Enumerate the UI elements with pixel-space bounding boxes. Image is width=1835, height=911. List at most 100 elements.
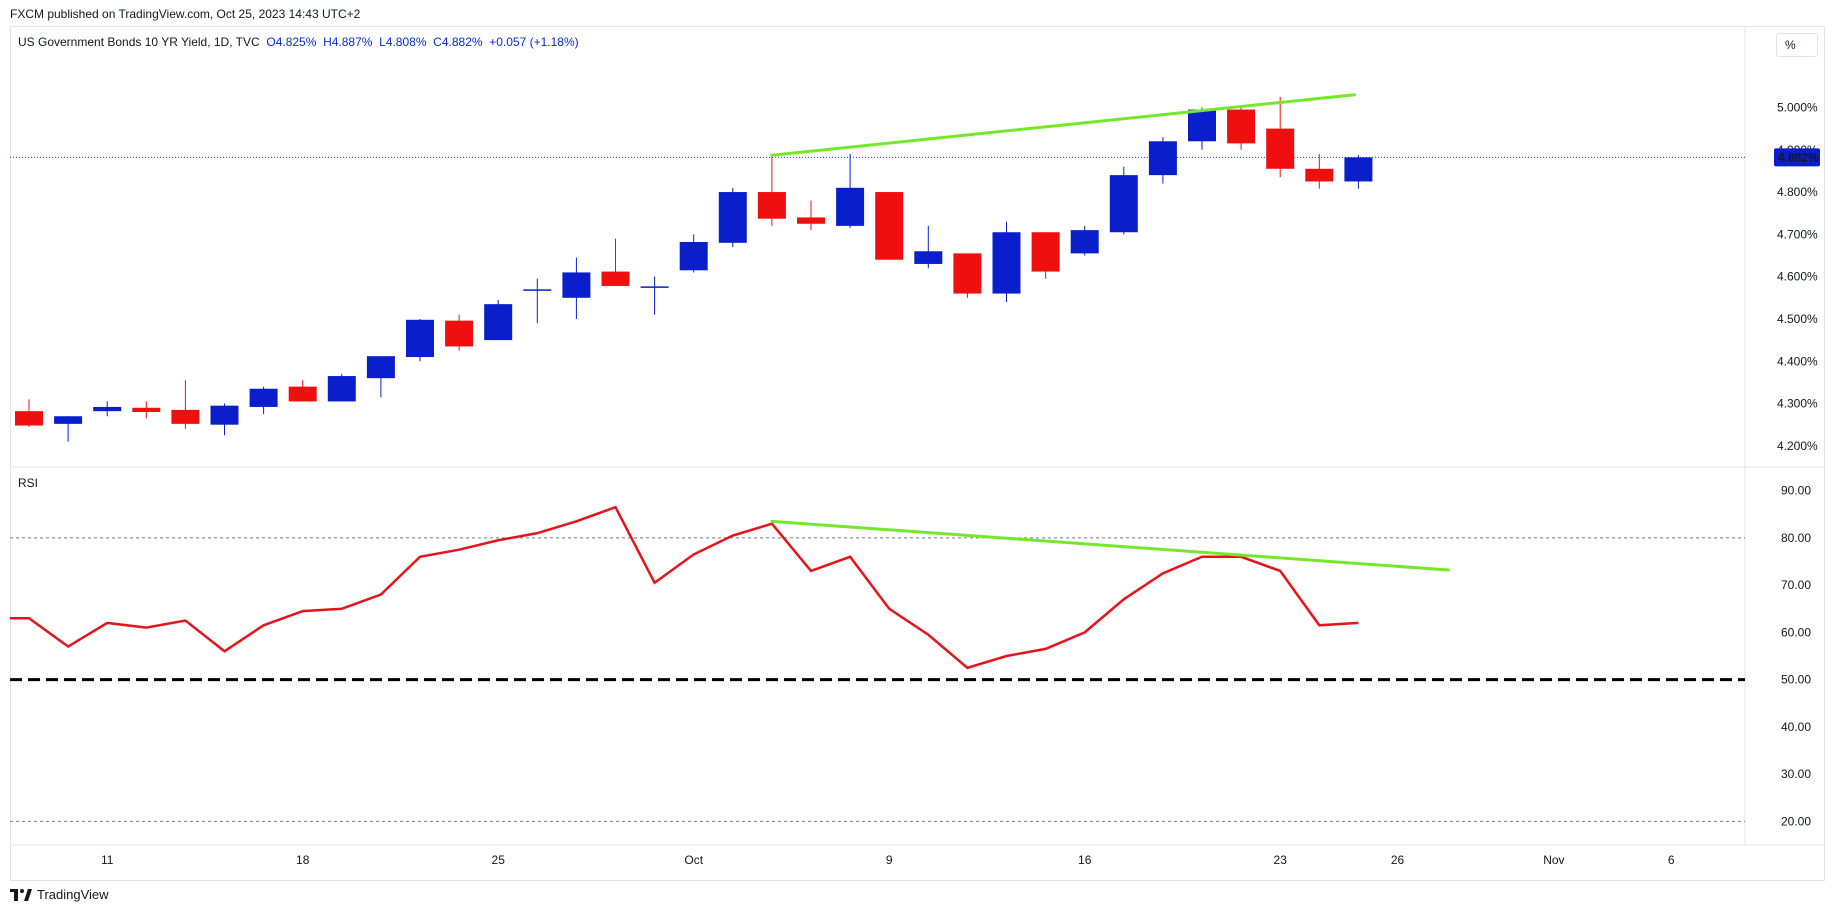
candle[interactable] — [953, 253, 982, 298]
candle[interactable] — [1227, 107, 1256, 150]
candle-body — [484, 304, 513, 341]
candle-body — [54, 416, 83, 424]
candle[interactable] — [797, 200, 825, 231]
candle[interactable] — [640, 276, 669, 315]
rsi-line[interactable] — [10, 505, 1359, 670]
candle[interactable] — [757, 155, 786, 226]
rsi-tick-label: 90.00 — [1781, 484, 1811, 498]
tradingview-logo-icon[interactable] — [10, 888, 32, 901]
last-price-label: 4.882% — [1778, 150, 1819, 164]
candle[interactable] — [249, 386, 278, 415]
price-axis[interactable]: 4.200% 4.300% 4.400% 4.500% 4.600% 4.700% 4.80… — [1774, 100, 1820, 453]
candle[interactable] — [1188, 107, 1216, 150]
candle-body — [562, 272, 591, 298]
candle[interactable] — [1266, 96, 1295, 178]
candle-body — [1266, 128, 1295, 169]
candle[interactable] — [562, 257, 591, 319]
candle[interactable] — [836, 153, 865, 229]
percent-scale-button[interactable]: % — [1776, 33, 1818, 57]
last-price-badge[interactable] — [1774, 148, 1820, 167]
price-tick-label: 4.500% — [1777, 312, 1818, 326]
candle[interactable] — [1305, 153, 1334, 189]
candle[interactable] — [15, 399, 43, 427]
candle[interactable] — [914, 225, 943, 269]
low-value: L4.808% — [379, 35, 427, 49]
symbol-title[interactable]: US Government Bonds 10 YR Yield, 1D, TVC — [18, 35, 260, 49]
candle-body — [93, 406, 122, 412]
candle-body — [15, 411, 43, 426]
candle-body — [718, 192, 747, 243]
candle-body — [406, 319, 434, 358]
candle-body — [875, 192, 904, 260]
price-tick-label: 4.400% — [1777, 354, 1818, 368]
candle[interactable] — [54, 416, 83, 442]
candle[interactable] — [288, 380, 317, 402]
rsi-tick-label: 60.00 — [1781, 625, 1811, 639]
candle-body — [1148, 141, 1177, 176]
candle-body — [679, 241, 708, 271]
candle-body — [1188, 109, 1216, 142]
candle-body — [953, 253, 982, 294]
rsi-tick-label: 50.00 — [1781, 673, 1811, 687]
candle-body — [1305, 168, 1334, 182]
candle[interactable] — [1109, 166, 1138, 235]
price-pane[interactable] — [10, 93, 1745, 442]
candle[interactable] — [132, 401, 161, 419]
candle-body — [132, 407, 161, 413]
candle-body — [836, 187, 865, 226]
candle[interactable] — [1344, 155, 1373, 189]
footer-brand[interactable]: TradingView — [37, 887, 109, 902]
candle[interactable] — [523, 278, 552, 324]
candle[interactable] — [445, 314, 474, 351]
change-value: +0.057 (+1.18%) — [489, 35, 579, 49]
rsi-pane-title[interactable]: RSI — [18, 476, 39, 490]
rsi-tick-label: 80.00 — [1781, 531, 1811, 545]
candle-body — [288, 386, 317, 402]
candle-body — [601, 271, 630, 286]
close-value: C4.882% — [433, 35, 483, 49]
rsi-tick-label: 30.00 — [1781, 767, 1811, 781]
candle[interactable] — [171, 380, 200, 429]
candle[interactable] — [366, 356, 395, 398]
candle-body — [249, 388, 278, 407]
price-tick-label: 4.600% — [1777, 270, 1818, 284]
candle-body — [210, 405, 239, 425]
candle[interactable] — [210, 403, 239, 436]
candle[interactable] — [601, 238, 630, 286]
ohlc-legend: US Government Bonds 10 YR Yield, 1D, TVC… — [18, 35, 579, 49]
candle-body — [757, 192, 786, 219]
candle[interactable] — [1070, 225, 1099, 256]
candle-body — [1344, 157, 1373, 182]
candle[interactable] — [718, 187, 747, 248]
price-tick-label: 4.800% — [1777, 185, 1818, 199]
candle[interactable] — [1148, 137, 1177, 184]
candle-body — [914, 251, 943, 264]
time-tick-label: 23 — [1274, 853, 1288, 867]
candle[interactable] — [875, 192, 904, 260]
candle[interactable] — [992, 221, 1021, 303]
candle-body — [171, 409, 200, 424]
rsi-pane[interactable] — [10, 505, 1745, 822]
price-tick-label: 4.200% — [1777, 439, 1818, 453]
rsi-trendline[interactable] — [770, 519, 1450, 572]
rsi-tick-label: 20.00 — [1781, 814, 1811, 828]
candle[interactable] — [327, 373, 356, 402]
candle[interactable] — [484, 299, 513, 341]
candle-body — [1070, 230, 1099, 254]
candle[interactable] — [93, 401, 122, 417]
candle[interactable] — [406, 318, 434, 362]
candle-body — [1031, 232, 1060, 272]
time-axis[interactable]: 11 18 25 Oct 9 16 23 26 Nov 6 — [101, 853, 1675, 867]
candle[interactable] — [1031, 232, 1060, 279]
high-value: H4.887% — [323, 35, 373, 49]
rsi-axis[interactable]: 20.00 30.00 40.00 50.00 60.00 70.00 80.00 90.00 — [1781, 484, 1811, 829]
candle[interactable] — [679, 234, 708, 273]
candle-body — [445, 320, 474, 347]
price-trendline[interactable] — [770, 93, 1356, 157]
chart-frame — [10, 26, 1825, 881]
time-tick-label: Nov — [1543, 853, 1564, 867]
footer: TradingView — [10, 887, 109, 902]
time-tick-label: 11 — [101, 853, 114, 867]
price-tick-label: 5.000% — [1777, 100, 1818, 114]
